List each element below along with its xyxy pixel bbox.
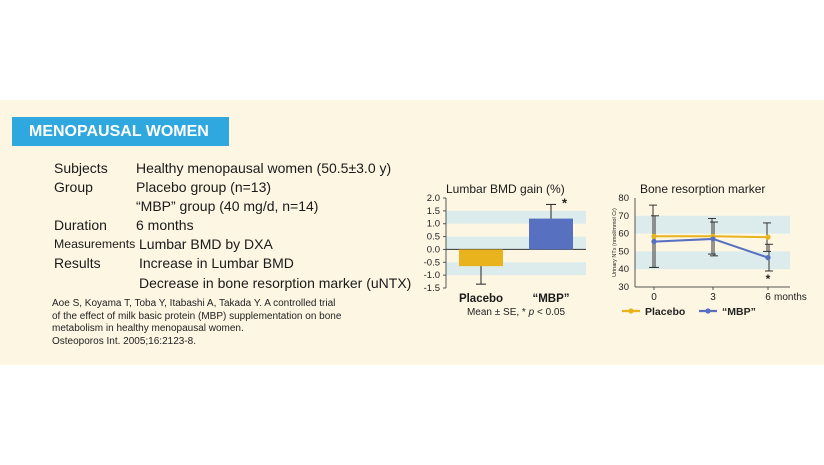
reference-line: of the effect of milk basic protein (MBP…: [52, 310, 342, 322]
x-tick-label: 6: [765, 292, 771, 303]
duration-label: Duration: [54, 217, 107, 233]
subjects-label: Subjects: [54, 160, 108, 176]
measurements-value: Lumbar BMD by DXA: [139, 236, 273, 252]
reference-line: Aoe S, Koyama T, Toba Y, Itabashi A, Tak…: [52, 298, 336, 309]
placebo-bar: [459, 249, 503, 267]
grid-band: [635, 251, 790, 270]
group-value: Placebo group (n=13): [136, 179, 272, 195]
y-tick-label: 70: [618, 211, 629, 222]
y-tick-label: 30: [618, 282, 629, 293]
y-tick-label: 80: [618, 193, 629, 204]
mbp-bar: [529, 218, 573, 250]
y-tick-label: -1.5: [424, 283, 440, 294]
significance-marker: *: [766, 272, 771, 286]
x-tick-label: 0: [651, 292, 657, 303]
resorption-chart-title: Bone resorption marker: [640, 182, 766, 196]
chart-note-part: Mean ± SE, *: [467, 307, 529, 318]
results-value-2: Decrease in bone resorption marker (uNTX…: [139, 275, 412, 291]
bmd-gain-chart: -1.5 -1.0 -0.5 0.00.5 1.0 1.5 2.0 Placebo “MBP” *…: [424, 193, 586, 318]
legend-marker: [705, 308, 711, 314]
reference-line: Osteoporos Int. 2005;16:2123-8.: [52, 335, 196, 347]
x-category-label: “MBP”: [532, 293, 569, 305]
x-category-label: Placebo: [459, 293, 503, 305]
results-value: Increase in Lumbar BMD: [139, 255, 294, 271]
y-tick-label: 50: [618, 246, 629, 257]
y-tick-label: 0.0: [427, 244, 440, 255]
results-label: Results: [54, 255, 101, 271]
duration-value: 6 months: [136, 217, 194, 233]
reference-citation: Aoe S, Koyama T, Toba Y, Itabashi A, Tak…: [52, 298, 341, 348]
chart-note-part: < 0.05: [534, 307, 565, 318]
chart-note-part: p: [528, 307, 535, 318]
y-tick-label: 60: [618, 229, 629, 240]
section-banner: MENOPAUSAL WOMEN: [12, 117, 229, 146]
reference-line: metabolism in healthy menopausal women.: [52, 323, 244, 334]
y-tick-label: 1.0: [427, 219, 440, 230]
group-value-2: “MBP” group (40 mg/d, n=14): [136, 198, 319, 214]
subjects-value: Healthy menopausal women (50.5±3.0 y): [136, 160, 392, 176]
y-tick-label: 40: [618, 264, 629, 275]
mbp-point: [710, 236, 716, 242]
mbp-point: [651, 239, 657, 245]
y-axis-label: Urinary NTx (nmol/mmol Cr): [612, 208, 618, 277]
legend-label: “MBP”: [722, 306, 756, 318]
placebo-point: [765, 234, 771, 240]
x-tick-label: 3: [710, 292, 716, 303]
y-tick-label: 0.5: [427, 232, 440, 243]
y-tick-label: -0.5: [424, 257, 440, 268]
legend-marker: [628, 308, 634, 314]
y-tick-label: 2.0: [427, 193, 440, 204]
placebo-point: [651, 233, 657, 239]
significance-marker: *: [562, 195, 568, 210]
x-axis-unit: months: [774, 292, 807, 303]
legend-label: Placebo: [645, 306, 685, 318]
y-tick-label: -1.0: [424, 270, 440, 281]
group-label: Group: [54, 179, 93, 195]
y-tick-label: 1.5: [427, 206, 440, 217]
mbp-point: [765, 255, 771, 261]
bmd-chart-title: Lumbar BMD gain (%): [446, 182, 565, 196]
measurements-label: Measurements: [54, 237, 136, 251]
chart-note: Mean ± SE, * p < 0.05: [467, 307, 566, 318]
